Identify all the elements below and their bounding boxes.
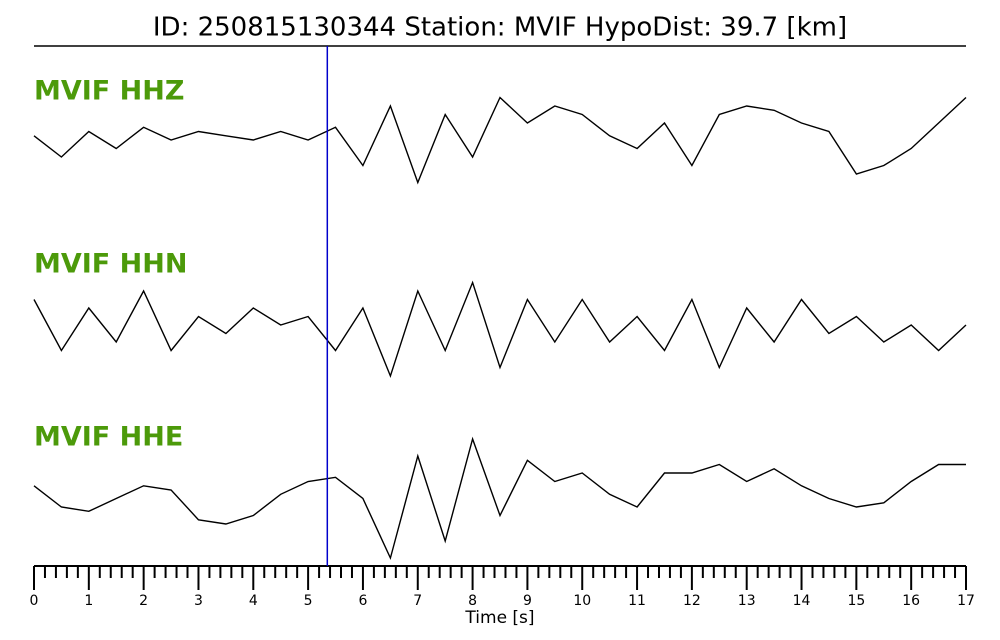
x-tick-label: 10 xyxy=(573,593,591,609)
x-tick-label: 15 xyxy=(847,593,865,609)
x-tick-label: 2 xyxy=(139,593,148,609)
trace xyxy=(33,280,967,379)
x-tick-label: 6 xyxy=(358,593,367,609)
x-tick-label: 11 xyxy=(628,593,646,609)
x-tick-label: 17 xyxy=(957,593,975,609)
trace-label: MVIF HHE xyxy=(34,422,183,453)
x-tick-label: 5 xyxy=(304,593,313,609)
trace xyxy=(33,436,966,561)
trace xyxy=(33,96,967,185)
x-tick-label: 1 xyxy=(84,593,93,609)
x-tick-label: 4 xyxy=(249,593,258,609)
trace-label: MVIF HHZ xyxy=(34,76,184,107)
x-tick-label: 7 xyxy=(413,593,422,609)
x-tick-label: 12 xyxy=(683,593,701,609)
trace-label: MVIF HHN xyxy=(34,249,187,280)
x-tick-label: 3 xyxy=(194,593,203,609)
x-tick-label: 16 xyxy=(902,593,920,609)
x-tick-label: 0 xyxy=(30,593,39,609)
x-tick-label: 8 xyxy=(468,593,477,609)
x-tick-label: 13 xyxy=(738,593,756,609)
chart-title: ID: 250815130344 Station: MVIF HypoDist:… xyxy=(153,13,847,43)
x-axis-label: Time [s] xyxy=(464,608,534,628)
x-tick-label: 9 xyxy=(523,593,532,609)
x-tick-label: 14 xyxy=(793,593,811,609)
